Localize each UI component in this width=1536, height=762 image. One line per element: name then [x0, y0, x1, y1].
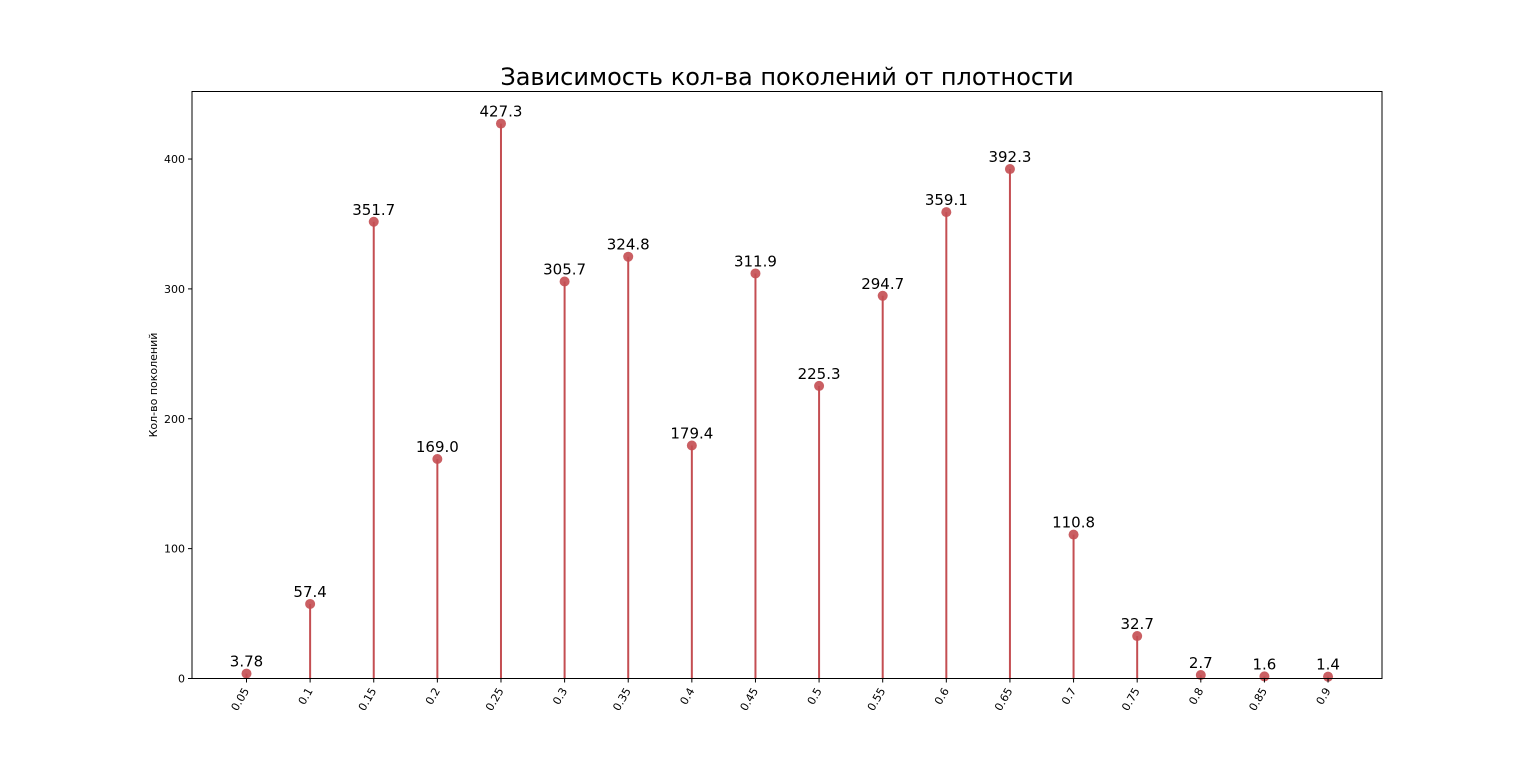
stem-0.2: 169.0 [416, 438, 459, 679]
stem-marker [1195, 669, 1206, 680]
x-tick-label: 0.15 [356, 686, 380, 714]
stem-marker [241, 668, 252, 679]
stem-marker [432, 454, 443, 465]
x-tick-label: 0.85 [1247, 686, 1271, 714]
stem-0.1: 57.4 [293, 583, 327, 679]
stem-marker [750, 268, 761, 279]
stem-marker [1004, 164, 1015, 175]
stem-0.3: 305.7 [543, 260, 586, 679]
stem-marker [368, 216, 379, 227]
stem-0.6: 359.1 [925, 191, 968, 679]
x-tick-label: 0.2 [423, 686, 443, 708]
x-tick-label: 0.9 [1314, 686, 1334, 708]
value-label: 57.4 [293, 583, 326, 601]
stem-marker [623, 251, 634, 262]
y-tick-label: 300 [164, 283, 185, 296]
x-tick-label: 0.3 [550, 686, 570, 708]
value-label: 1.4 [1316, 656, 1340, 674]
stem-0.35: 324.8 [607, 236, 650, 679]
stem-marker [305, 598, 316, 609]
stem-0.75: 32.7 [1120, 615, 1154, 679]
stem-0.5: 225.3 [798, 365, 841, 679]
value-label: 1.6 [1252, 655, 1276, 673]
stem-0.65: 392.3 [988, 148, 1031, 679]
value-label: 110.8 [1052, 514, 1095, 532]
y-tick-label: 100 [164, 543, 185, 556]
x-tick-label: 0.65 [992, 686, 1016, 714]
value-label: 324.8 [607, 236, 650, 254]
x-tick-label: 0.05 [229, 686, 253, 714]
value-label: 359.1 [925, 191, 968, 209]
y-tick-label: 200 [164, 413, 185, 426]
x-tick-label: 0.1 [296, 686, 316, 708]
stem-0.85: 1.6 [1252, 655, 1276, 682]
stem-0.25: 427.3 [480, 103, 523, 679]
value-label: 169.0 [416, 438, 459, 456]
value-label: 294.7 [861, 275, 904, 293]
x-tick-label: 0.75 [1119, 686, 1143, 714]
stem-marker [814, 380, 825, 391]
stem-0.9: 1.4 [1316, 656, 1340, 682]
x-ticks: 0.05 0.1 0.15 0.2 0.25 0.3 0.35 0.4 0.45 0.5 0.55 0… [229, 678, 1334, 714]
x-tick-label: 0.5 [805, 686, 825, 708]
plot-frame [191, 91, 1383, 679]
value-label: 179.4 [670, 425, 713, 443]
stem-marker [877, 290, 888, 301]
stem-marker [1068, 529, 1079, 540]
stem-marker [1132, 631, 1143, 642]
stem-marker [559, 276, 570, 287]
value-label: 311.9 [734, 252, 777, 270]
x-tick-label: 0.55 [865, 686, 889, 714]
stem-0.4: 179.4 [670, 425, 713, 679]
stem-marker [495, 118, 506, 129]
value-label: 225.3 [798, 365, 841, 383]
x-tick-label: 0.25 [483, 686, 507, 714]
x-tick-label: 0.4 [677, 686, 697, 708]
x-tick-label: 0.8 [1186, 686, 1206, 708]
y-tick-label: 400 [164, 153, 185, 166]
y-ticks: 0 100 200 300 400 [164, 153, 192, 686]
stem-marker [941, 207, 952, 218]
value-label: 351.7 [352, 201, 395, 219]
x-tick-label: 0.35 [610, 686, 634, 714]
stem-0.45: 311.9 [734, 252, 777, 679]
value-label: 3.78 [230, 653, 263, 671]
value-label: 305.7 [543, 260, 586, 278]
stem-0.15: 351.7 [352, 201, 395, 679]
stem-0.8: 2.7 [1189, 654, 1213, 680]
value-label: 2.7 [1189, 654, 1213, 672]
stems-layer: 3.78 57.4 351.7 169.0 427.3 305.7 324.8 179.4 31… [230, 103, 1340, 682]
value-label: 427.3 [480, 103, 523, 121]
x-tick-label: 0.45 [738, 686, 762, 714]
chart-title: Зависимость кол-ва поколений от плотност… [500, 63, 1073, 91]
x-tick-label: 0.7 [1059, 686, 1079, 708]
stem-marker [686, 440, 697, 451]
stem-0.05: 3.78 [230, 653, 263, 679]
value-label: 32.7 [1120, 615, 1153, 633]
stem-0.55: 294.7 [861, 275, 904, 679]
stem-0.7: 110.8 [1052, 514, 1095, 679]
value-label: 392.3 [988, 148, 1031, 166]
y-axis-label: Кол-во поколений [147, 333, 160, 438]
stem-marker [1323, 671, 1334, 682]
x-tick-label: 0.6 [932, 686, 952, 708]
y-tick-label: 0 [178, 673, 185, 686]
